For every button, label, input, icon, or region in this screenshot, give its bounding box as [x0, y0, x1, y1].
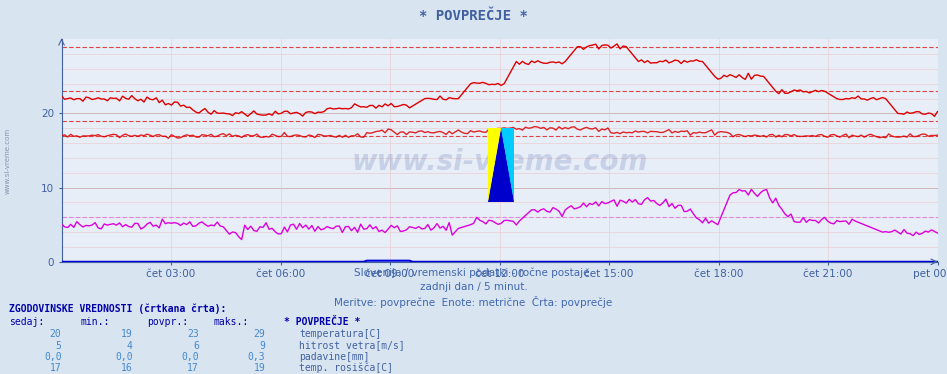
Text: Meritve: povprečne  Enote: metrične  Črta: povprečje: Meritve: povprečne Enote: metrične Črta:… [334, 296, 613, 308]
Text: 6: 6 [193, 341, 199, 350]
Text: zadnji dan / 5 minut.: zadnji dan / 5 minut. [420, 282, 527, 292]
Text: 0,0: 0,0 [44, 352, 62, 362]
Text: 19: 19 [254, 363, 265, 373]
Text: padavine[mm]: padavine[mm] [299, 352, 369, 362]
Text: 29: 29 [254, 329, 265, 339]
Text: 0,3: 0,3 [247, 352, 265, 362]
Text: www.si-vreme.com: www.si-vreme.com [5, 128, 10, 194]
Text: sedaj:: sedaj: [9, 318, 45, 327]
Text: hitrost vetra[m/s]: hitrost vetra[m/s] [299, 341, 405, 350]
Text: 4: 4 [127, 341, 133, 350]
Text: 9: 9 [259, 341, 265, 350]
Text: 0,0: 0,0 [181, 352, 199, 362]
Text: maks.:: maks.: [213, 318, 248, 327]
Text: min.:: min.: [80, 318, 110, 327]
Text: temp. rosišča[C]: temp. rosišča[C] [299, 362, 393, 373]
Text: ZGODOVINSKE VREDNOSTI (črtkana črta):: ZGODOVINSKE VREDNOSTI (črtkana črta): [9, 304, 227, 314]
Polygon shape [501, 128, 514, 202]
Text: 20: 20 [50, 329, 62, 339]
Polygon shape [488, 128, 501, 202]
Text: 23: 23 [188, 329, 199, 339]
Text: 17: 17 [50, 363, 62, 373]
Text: 0,0: 0,0 [115, 352, 133, 362]
Text: Slovenija / vremenski podatki - ročne postaje.: Slovenija / vremenski podatki - ročne po… [354, 267, 593, 278]
Text: 19: 19 [121, 329, 133, 339]
Text: povpr.:: povpr.: [147, 318, 188, 327]
Text: 16: 16 [121, 363, 133, 373]
Text: * POVPREČJE *: * POVPREČJE * [284, 318, 361, 327]
Text: * POVPREČJE *: * POVPREČJE * [420, 9, 527, 23]
Text: www.si-vreme.com: www.si-vreme.com [351, 148, 648, 176]
Text: 5: 5 [56, 341, 62, 350]
Polygon shape [488, 128, 514, 202]
Text: 17: 17 [188, 363, 199, 373]
Text: temperatura[C]: temperatura[C] [299, 329, 382, 339]
